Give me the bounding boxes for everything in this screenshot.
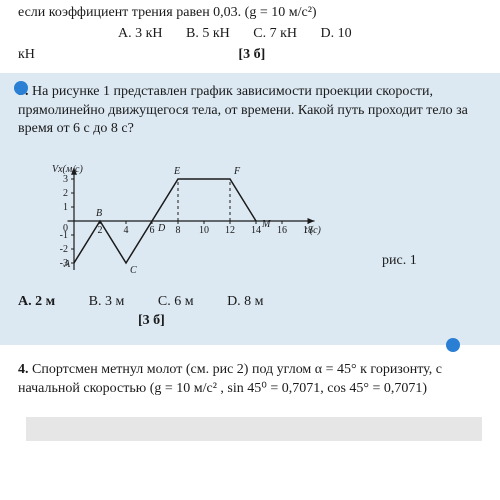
q3-text: 3. На рисунке 1 представлен график завис… bbox=[18, 83, 482, 140]
velocity-chart: -3-2-1123024681012141618ABCDEFMVx(м/с)t … bbox=[42, 149, 322, 289]
svg-text:2: 2 bbox=[63, 188, 68, 199]
svg-text:10: 10 bbox=[199, 225, 209, 236]
figure-label: рис. 1 bbox=[382, 252, 417, 271]
q2-options: A. 3 кН B. 5 кН C. 7 кН D. 10 bbox=[18, 25, 482, 44]
svg-text:14: 14 bbox=[251, 225, 261, 236]
question-4-block: 4. Спортсмен метнул молот (см. рис 2) по… bbox=[0, 345, 500, 407]
q2-option-d: D. 10 bbox=[321, 26, 352, 41]
q3-options: A. 2 м B. 3 м C. 6 м D. 8 м bbox=[18, 293, 482, 312]
q2-kn: кН bbox=[18, 47, 35, 62]
q2-last-row: кН [3 б] bbox=[18, 46, 482, 65]
q2-option-b: B. 5 кН bbox=[186, 26, 230, 41]
svg-text:1: 1 bbox=[63, 202, 68, 213]
q3-option-a: A. 2 м bbox=[18, 293, 55, 312]
svg-text:E: E bbox=[173, 166, 180, 177]
q2-option-a: A. 3 кН bbox=[118, 26, 163, 41]
svg-text:12: 12 bbox=[225, 225, 235, 236]
svg-text:M: M bbox=[261, 219, 271, 230]
svg-text:4: 4 bbox=[124, 225, 129, 236]
svg-text:A: A bbox=[63, 259, 71, 270]
svg-text:F: F bbox=[233, 166, 241, 177]
svg-text:B: B bbox=[96, 208, 102, 219]
svg-text:8: 8 bbox=[176, 225, 181, 236]
svg-text:0: 0 bbox=[63, 223, 68, 234]
q3-option-c: C. 6 м bbox=[158, 293, 194, 312]
q2-text-line: если коэффициент трения равен 0,03. (g =… bbox=[18, 4, 482, 23]
svg-text:6: 6 bbox=[150, 225, 155, 236]
q4-number: 4. bbox=[18, 362, 29, 377]
selection-handle-top[interactable] bbox=[14, 81, 28, 95]
svg-text:t (с): t (с) bbox=[305, 225, 322, 236]
q3-points: [3 б] bbox=[138, 312, 482, 331]
q3-option-b: B. 3 м bbox=[89, 293, 125, 312]
q3-option-d: D. 8 м bbox=[227, 293, 263, 312]
svg-text:2: 2 bbox=[98, 225, 103, 236]
q4-figure-placeholder bbox=[26, 417, 482, 441]
q2-points: [3 б] bbox=[238, 47, 265, 62]
svg-text:D: D bbox=[157, 223, 166, 234]
svg-text:16: 16 bbox=[277, 225, 287, 236]
q4-body: Спортсмен метнул молот (см. рис 2) под у… bbox=[18, 362, 442, 396]
svg-text:C: C bbox=[130, 265, 137, 276]
question-3-block: 3. На рисунке 1 представлен график завис… bbox=[0, 73, 500, 345]
svg-text:-2: -2 bbox=[60, 244, 68, 255]
q3-chart-wrap: -3-2-1123024681012141618ABCDEFMVx(м/с)t … bbox=[42, 149, 482, 289]
q3-body: На рисунке 1 представлен график зависимо… bbox=[18, 84, 468, 137]
question-2-fragment: если коэффициент трения равен 0,03. (g =… bbox=[0, 0, 500, 73]
q2-option-c: C. 7 кН bbox=[253, 26, 297, 41]
q4-text: 4. Спортсмен метнул молот (см. рис 2) по… bbox=[18, 361, 482, 399]
svg-text:3: 3 bbox=[63, 174, 68, 185]
svg-text:Vx(м/с): Vx(м/с) bbox=[52, 164, 83, 175]
